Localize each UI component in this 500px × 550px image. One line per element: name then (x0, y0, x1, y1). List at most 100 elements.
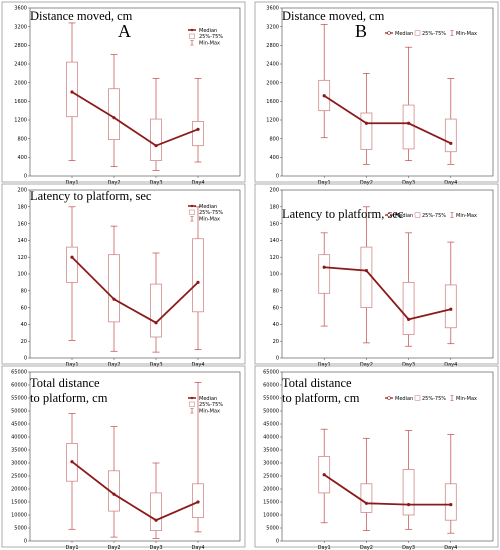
y-tick-label: 80 (273, 289, 279, 295)
median-point (154, 144, 158, 148)
x-tick-label: Day2 (360, 180, 373, 186)
median-line (71, 91, 199, 147)
iqr-box (192, 238, 204, 313)
y-tick-label: 2800 (266, 43, 279, 49)
x-tick-label: Day2 (360, 545, 373, 550)
legend-box-swatch (414, 212, 421, 218)
median-point (407, 317, 411, 321)
y-tick-label: 40000 (263, 435, 279, 441)
y-tick-label: 60 (21, 305, 27, 311)
x-tick-label: Day1 (65, 362, 78, 368)
y-tick-label: 5000 (14, 526, 27, 532)
chart-title: Latency to platform, sec (30, 189, 152, 203)
x-tick-label: Day1 (318, 545, 331, 550)
legend-box-swatch (414, 395, 421, 401)
box-day4 (444, 434, 457, 534)
y-tick-label: 400 (17, 155, 27, 161)
legend-median-label: Median (199, 396, 217, 402)
iqr-box (402, 104, 415, 150)
y-tick-label: 140 (269, 238, 279, 244)
y-tick-label: 160 (17, 221, 27, 227)
y-tick-label: 180 (269, 205, 279, 211)
y-tick-label: 0 (24, 356, 27, 362)
plot-area (29, 371, 241, 542)
legend-box-swatch (189, 209, 195, 215)
chart-title: Distance moved, cm (30, 9, 133, 23)
legend-box-label: 25%-75% (199, 402, 223, 408)
x-tick-label: Day4 (444, 545, 457, 550)
box-day3 (402, 232, 415, 347)
legend-box-label: 25%-75% (422, 31, 446, 37)
y-tick-label: 120 (269, 255, 279, 261)
x-tick-label: Day3 (149, 180, 162, 186)
panel-border (1, 183, 246, 365)
iqr-box (66, 246, 78, 283)
y-tick-label: 30000 (11, 461, 27, 467)
median-point (449, 141, 453, 145)
iqr-box (402, 469, 415, 516)
chart-title: Latency to platform, sec (282, 207, 404, 221)
iqr-box (150, 492, 162, 531)
chart-b-latency: 0 20 40 60 80 100 120 140 160 180 200 Day1 Day2 Day3 D… (254, 183, 499, 368)
x-tick-label: Day3 (149, 362, 162, 368)
median-point (449, 503, 453, 507)
y-tick-label: 60 (273, 305, 279, 311)
y-tick-label: 80 (21, 289, 27, 295)
y-tick-label: 55000 (263, 396, 279, 402)
y-tick-label: 160 (269, 221, 279, 227)
plot-area (29, 7, 241, 177)
median-point (112, 492, 116, 496)
panel-label: A (118, 21, 131, 41)
y-tick-label: 180 (17, 205, 27, 211)
y-tick-label: 5000 (266, 526, 279, 532)
box-day4 (444, 241, 457, 345)
y-tick-label: 40000 (11, 435, 27, 441)
y-tick-label: 0 (24, 539, 27, 545)
x-tick-label: Day2 (360, 362, 373, 368)
legend-whisker-label: Min-Max (199, 217, 220, 223)
median-point (322, 265, 326, 269)
box-day3 (150, 78, 162, 171)
box-day3 (150, 462, 162, 539)
median-point (322, 473, 326, 477)
y-tick-label: 25000 (263, 474, 279, 480)
y-tick-label: 120 (17, 255, 27, 261)
panel-border (254, 1, 499, 183)
x-tick-label: Day1 (318, 362, 331, 368)
median-point (196, 500, 200, 504)
y-tick-label: 100 (269, 272, 279, 278)
panel-label: B (355, 21, 367, 41)
y-tick-label: 3200 (14, 24, 27, 30)
y-tick-label: 400 (269, 155, 279, 161)
x-tick-label: Day1 (65, 545, 78, 550)
legend-median-marker (387, 31, 391, 35)
y-tick-label: 30000 (263, 461, 279, 467)
legend-median-marker (190, 396, 194, 400)
y-tick-label: 45000 (263, 422, 279, 428)
y-tick-label: 65000 (263, 370, 279, 376)
chart-a-distance: 0 400 800 1200 1600 2000 2400 2800 3200 3600 Day1 D… (1, 1, 246, 186)
iqr-box (108, 88, 120, 140)
y-tick-label: 3200 (266, 24, 279, 30)
y-tick-label: 40 (21, 322, 27, 328)
legend-median-marker (190, 28, 194, 32)
legend-median-label: Median (395, 31, 413, 37)
median-point (70, 90, 74, 94)
median-line (323, 473, 451, 506)
legend-box-label: 25%-75% (422, 396, 446, 402)
y-tick-label: 20000 (263, 487, 279, 493)
y-tick-label: 1600 (266, 99, 279, 105)
x-tick-label: Day2 (107, 362, 120, 368)
median-point (70, 255, 74, 259)
chart-a-latency: 0 20 40 60 80 100 120 140 160 180 200 Day1 Day2 Day3 D… (1, 183, 246, 368)
median-point (407, 503, 411, 507)
panel-border (254, 183, 499, 365)
median-point (364, 269, 368, 273)
median-point (449, 307, 453, 311)
x-tick-label: Day3 (402, 362, 415, 368)
y-tick-label: 0 (276, 356, 279, 362)
